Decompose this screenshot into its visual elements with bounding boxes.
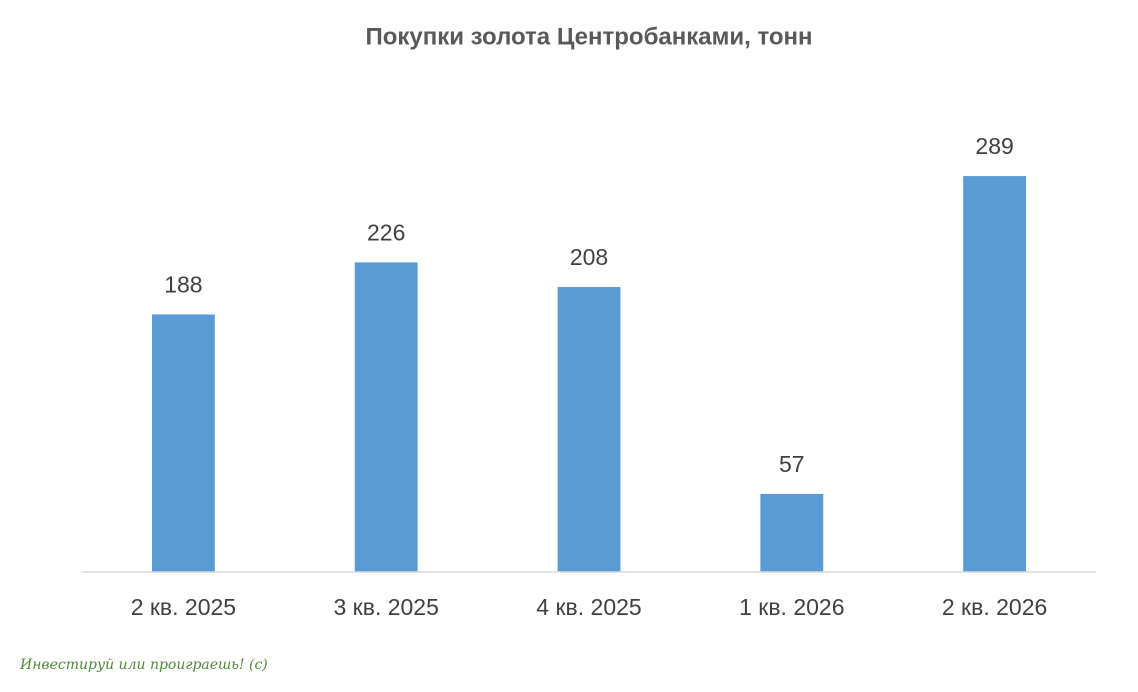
bar xyxy=(760,493,824,572)
x-tick-label: 1 кв. 2026 xyxy=(739,594,844,620)
chart-title: Покупки золота Центробанками, тонн xyxy=(365,23,812,50)
data-label: 57 xyxy=(779,451,805,477)
bar xyxy=(354,262,418,572)
x-tick-label: 2 кв. 2025 xyxy=(131,594,236,620)
bar xyxy=(151,314,215,572)
x-tick-label: 2 кв. 2026 xyxy=(942,594,1047,620)
x-tick-label: 3 кв. 2025 xyxy=(333,594,438,620)
data-label: 188 xyxy=(164,272,202,298)
watermark: Инвестируй или проиграешь! (с) xyxy=(19,657,268,673)
data-label: 289 xyxy=(975,133,1013,159)
bar xyxy=(963,176,1027,572)
data-label: 226 xyxy=(367,219,405,245)
bar xyxy=(557,287,621,572)
data-label: 208 xyxy=(570,244,608,270)
x-tick-label: 4 кв. 2025 xyxy=(536,594,641,620)
